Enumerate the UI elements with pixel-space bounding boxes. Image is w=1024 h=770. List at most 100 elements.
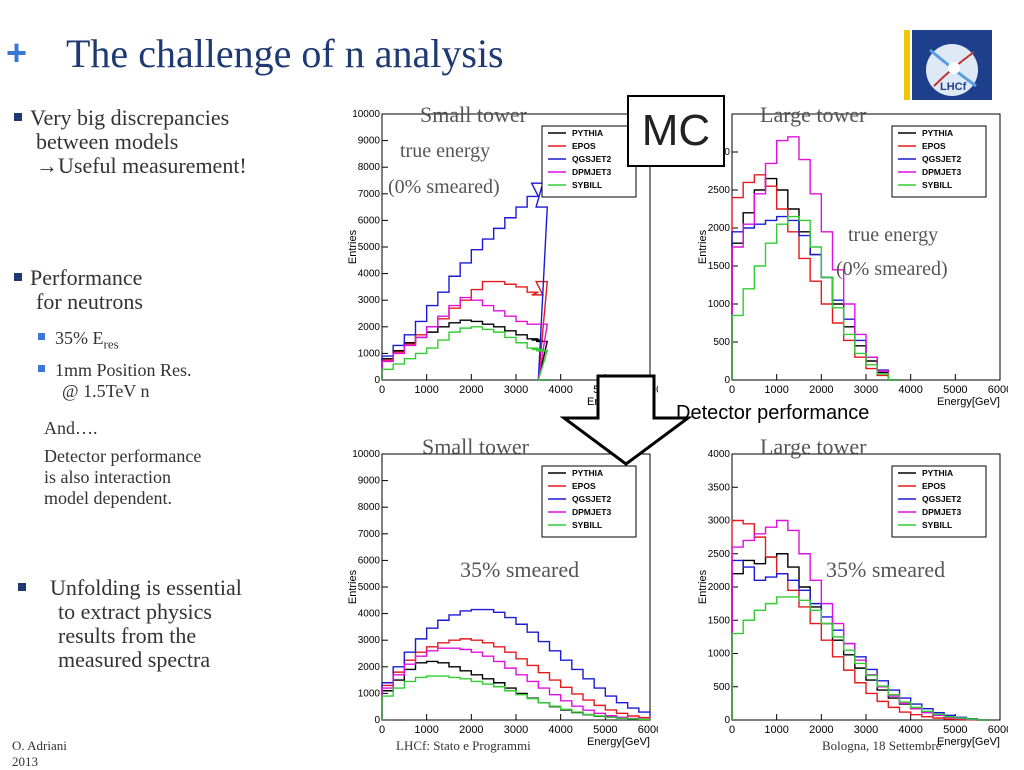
legend-entry: SYBILL	[572, 180, 602, 190]
y-tick-label: 2000	[358, 662, 381, 673]
y-tick-label: 3000	[358, 635, 381, 646]
plot-note: true energy	[848, 224, 939, 246]
bullet-text: Very big discrepancies	[30, 105, 230, 130]
legend-entry: EPOS	[922, 481, 946, 491]
slide-title: The challenge of n analysis	[66, 31, 504, 76]
bullet-text: results from the	[58, 623, 197, 648]
legend-entry: PYTHIA	[922, 468, 953, 478]
series-line-sybill	[381, 675, 651, 721]
x-tick-label: 4000	[898, 724, 922, 736]
x-tick-label: 6000	[988, 724, 1008, 736]
y-tick-label: 4000	[358, 609, 381, 620]
series-line-qgsjet2	[381, 608, 651, 720]
y-axis-label: Entries	[347, 229, 359, 264]
bullet-performance: Performance for neutrons	[14, 266, 334, 314]
plot-note: 35% smeared	[460, 557, 580, 582]
sub-bullet-text: @ 1.5TeV n	[62, 381, 150, 401]
legend-entry: PYTHIA	[572, 468, 603, 478]
bullet-discrepancies: Very big discrepancies between models →U…	[14, 106, 334, 178]
y-tick-label: 9000	[358, 136, 381, 147]
series-line-epos	[381, 280, 550, 381]
bullet-text: for neutrons	[36, 289, 143, 314]
x-tick-label: 6000	[988, 384, 1008, 396]
series-line-sybill	[731, 215, 900, 381]
bullet-square-icon	[14, 273, 22, 281]
plot-note: true energy	[400, 140, 491, 162]
x-tick-label: 5000	[593, 724, 617, 736]
legend-entry: PYTHIA	[922, 128, 953, 138]
chart-svg: 0500100015002000250030000100020003000400…	[697, 113, 1012, 408]
y-tick-label: 0	[374, 375, 380, 386]
footer-author: O. Adriani	[12, 738, 67, 753]
x-tick-label: 6000	[638, 724, 658, 736]
series-line-sybill	[731, 596, 989, 721]
text-line: model dependent.	[44, 488, 172, 508]
x-tick-label: 1000	[764, 384, 788, 396]
subscript-res: res	[103, 336, 119, 352]
bullet-text: measured spectra	[58, 647, 211, 672]
x-tick-label: 0	[379, 724, 385, 736]
y-tick-label: 0	[724, 715, 730, 726]
detector-performance-label: Detector performance	[676, 402, 870, 424]
text-line: is also interaction	[44, 467, 171, 487]
y-tick-label: 8000	[358, 162, 381, 173]
bullet-text: Unfolding is essential	[50, 575, 242, 600]
x-tick-label: 3000	[854, 724, 878, 736]
plot-title: Large tower	[760, 102, 867, 127]
bullet-unfolding: Unfolding is essential to extract physic…	[18, 576, 338, 672]
series-line-epos	[731, 519, 989, 721]
legend-entry: DPMJET3	[922, 167, 961, 177]
y-tick-label: 8000	[358, 502, 381, 513]
y-axis-label: Entries	[697, 569, 709, 604]
y-tick-label: 1000	[708, 299, 731, 310]
plot-note: 35% smeared	[826, 557, 946, 582]
y-tick-label: 0	[724, 375, 730, 386]
legend-entry: DPMJET3	[922, 507, 961, 517]
legend-entry: QGSJET2	[572, 154, 611, 164]
x-axis-label: Energy[GeV]	[937, 396, 1000, 408]
x-tick-label: 1000	[414, 724, 438, 736]
x-axis-label: Energy[GeV]	[937, 736, 1000, 748]
plot-small-tower-true: 0 1000 2000 3000 4000 5000 6000 7000 8000 9000 100…	[342, 100, 662, 410]
sub-bullet-text: 35% E	[55, 328, 104, 348]
x-tick-label: 0	[729, 724, 735, 736]
mc-label-box: MC	[627, 95, 725, 167]
sub-bullet-position-res: 1mm Position Res. @ 1.5TeV n	[38, 360, 192, 402]
bullet-square-icon	[14, 113, 22, 121]
y-tick-label: 2000	[708, 582, 731, 593]
y-tick-label: 2000	[708, 223, 731, 234]
lhcf-logo: LHCf	[904, 30, 992, 100]
footer-year: 2013	[12, 754, 38, 769]
plot-note: (0% smeared)	[388, 176, 500, 198]
y-tick-label: 4000	[708, 449, 731, 460]
sub-bullet-square-icon	[38, 333, 45, 340]
y-tick-label: 6000	[358, 555, 381, 566]
x-tick-label: 4000	[548, 724, 572, 736]
sub-bullet-energy-res: 35% Eres	[38, 328, 119, 355]
plot-title: Small tower	[420, 102, 527, 127]
y-tick-label: 500	[713, 337, 730, 348]
y-tick-label: 5000	[358, 242, 381, 253]
x-tick-label: 1000	[414, 384, 438, 396]
y-axis-label: Entries	[347, 569, 359, 604]
and-text: And….	[44, 418, 98, 438]
y-tick-label: 2500	[708, 185, 731, 196]
chart-svg: 0 500 1000 1500 2000 2500 3000 3500 4000 0 1000 200…	[697, 449, 1012, 748]
y-tick-label: 1000	[358, 348, 381, 359]
series-line-pythia	[381, 319, 550, 381]
footer-center: LHCf: Stato e Programmi	[396, 738, 531, 753]
title-plus-icon: +	[6, 32, 28, 73]
y-tick-label: 3000	[358, 295, 381, 306]
y-tick-label: 1500	[708, 261, 731, 272]
legend-entry: QGSJET2	[922, 494, 961, 504]
y-tick-label: 2000	[358, 322, 381, 333]
y-tick-label: 7000	[358, 529, 381, 540]
legend-entry: SYBILL	[922, 520, 952, 530]
x-tick-label: 1000	[764, 724, 788, 736]
x-tick-label: 4000	[898, 384, 922, 396]
plot-title: Small tower	[422, 434, 529, 459]
x-tick-label: 2000	[809, 724, 833, 736]
x-tick-label: 2000	[809, 384, 833, 396]
legend-entry: EPOS	[922, 141, 946, 151]
x-tick-label: 0	[729, 384, 735, 396]
